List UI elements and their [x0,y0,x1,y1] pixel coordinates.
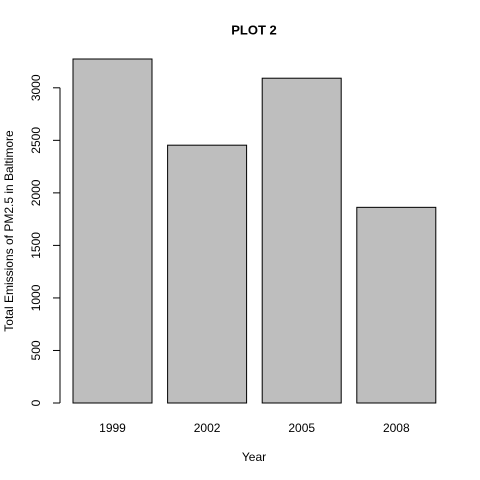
bar [167,144,248,404]
bar [72,58,153,404]
y-tick-label: 2000 [29,179,43,206]
y-tick-label: 3000 [29,74,43,101]
bar [356,206,437,404]
y-tick-label: 500 [29,340,43,360]
y-tick-label: 1000 [29,284,43,311]
y-tick-label: 2500 [29,127,43,154]
y-tick-label: 0 [29,399,43,406]
y-tick-label: 1500 [29,232,43,259]
x-axis-label: Year [242,450,266,464]
x-tick-label: 2002 [194,421,221,435]
x-tick-label: 2008 [383,421,410,435]
x-tick-label: 1999 [99,421,126,435]
bar [261,77,342,404]
chart-title: PLOT 2 [231,22,277,37]
y-axis-label: Total Emissions of PM2.5 in Baltimore [2,130,16,332]
x-tick-label: 2005 [288,421,315,435]
